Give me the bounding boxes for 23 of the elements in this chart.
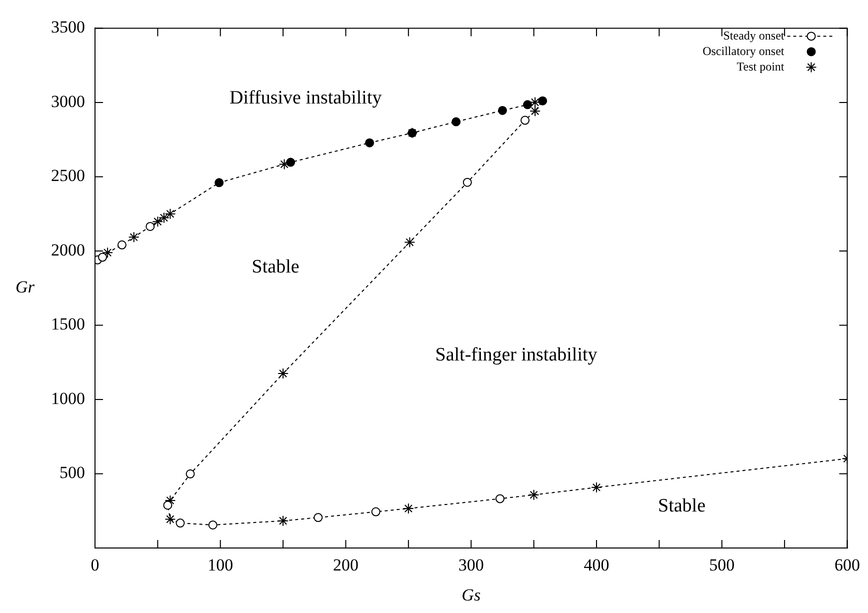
y-tick-label: 1000 xyxy=(51,388,85,408)
y-tick-label: 3000 xyxy=(51,92,85,111)
annotation: Stable xyxy=(252,256,300,278)
x-axis-title: Gs xyxy=(462,585,481,604)
x-tick-label: 100 xyxy=(208,556,234,575)
x-tick-label: 400 xyxy=(584,556,610,575)
x-tick-label: 0 xyxy=(90,556,100,575)
x-tick-label: 300 xyxy=(458,556,484,575)
annotation: Salt-finger instability xyxy=(435,344,598,366)
y-tick-label: 3500 xyxy=(51,18,85,37)
annotation: Diffusive instability xyxy=(230,87,382,108)
legend-label: Steady onset xyxy=(723,28,785,42)
x-tick-label: 600 xyxy=(834,556,860,575)
y-axis-title: Gr xyxy=(16,278,35,297)
x-tick-label: 200 xyxy=(333,556,358,575)
x-tick-label: 500 xyxy=(709,556,735,575)
y-tick-label: 2500 xyxy=(51,166,85,186)
y-tick-label: 2000 xyxy=(51,240,85,260)
legend-label: Test point xyxy=(736,59,785,74)
legend-label: Oscillatory onset xyxy=(702,44,785,58)
y-tick-label: 1500 xyxy=(51,314,85,334)
y-tick-label: 500 xyxy=(60,463,85,482)
annotation: Stable xyxy=(658,495,706,516)
